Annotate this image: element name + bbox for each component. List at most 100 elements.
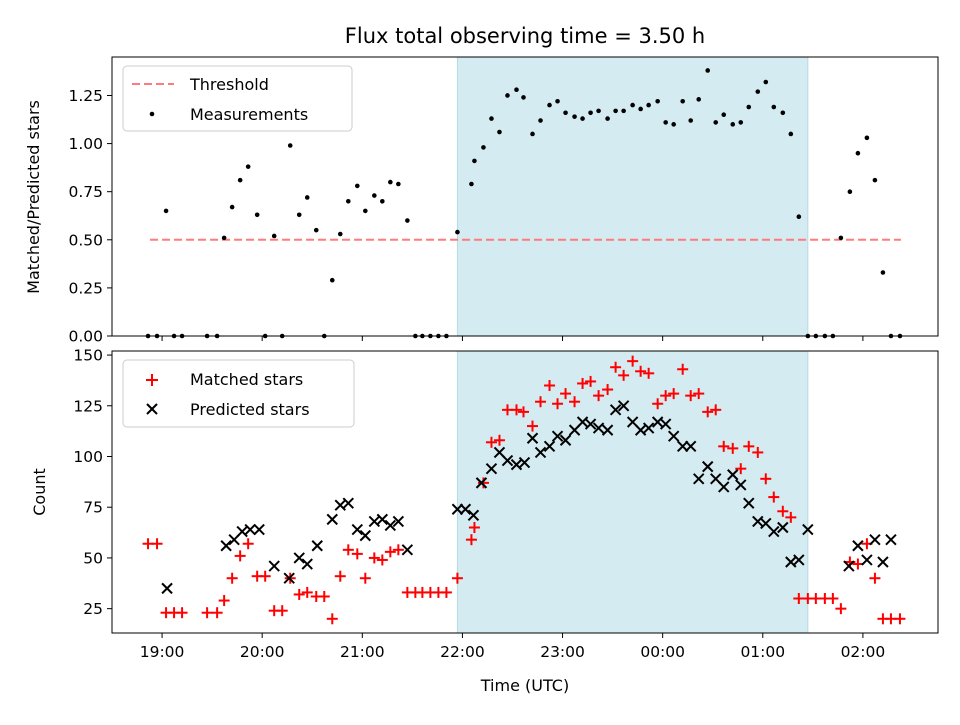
ratio-legend-box: [122, 65, 353, 132]
measurement-point: [713, 120, 719, 125]
x-tick-label: 21:00: [340, 643, 385, 661]
legend-matched-label: Matched stars: [190, 370, 303, 389]
matched-star-point: [627, 355, 639, 367]
measurement-point: [354, 183, 360, 189]
matched-star-point: [211, 607, 223, 619]
predicted-star-point: [518, 456, 531, 469]
matched-star-point: [151, 538, 163, 550]
matched-star-point: [552, 398, 564, 410]
count-panel: 25 50 75 100 125 150 19:00 20:00 21:00 22:00 23:0…: [30, 347, 939, 695]
measurement-point: [530, 131, 535, 137]
measurement-point: [663, 120, 668, 125]
predicted-star-point: [301, 558, 313, 570]
matched-star-point: [835, 603, 847, 615]
matched-star-point: [735, 463, 747, 475]
predicted-star-point: [253, 523, 265, 536]
predicted-star-point: [161, 582, 173, 595]
measurement-point: [864, 135, 870, 141]
measurement-point: [738, 120, 744, 125]
matched-star-point: [293, 588, 305, 600]
matched-star-point: [326, 613, 338, 625]
y-tick-label: 1.25: [68, 87, 103, 105]
matched-star-point: [718, 440, 730, 452]
measurement-point: [838, 235, 844, 241]
matched-star-point: [334, 570, 346, 582]
measurement-point: [363, 208, 368, 214]
measurement-point: [538, 118, 543, 123]
matched-star-point: [359, 572, 371, 584]
measurement-point: [547, 102, 552, 108]
matched-star-point: [218, 595, 230, 607]
measurement-point: [455, 229, 460, 235]
predicted-star-point: [885, 533, 897, 546]
count-legend-box: [122, 359, 355, 428]
measurement-point: [313, 227, 319, 233]
matched-star-point: [451, 572, 463, 584]
predicted-star-point: [601, 424, 614, 436]
count-y-axis-label: Count: [30, 468, 49, 516]
matched-star-point: [660, 390, 672, 402]
predicted-star-point: [283, 572, 295, 584]
matched-star-point: [493, 434, 505, 446]
predicted-star-point: [342, 497, 354, 509]
y-tick-label: 0.25: [68, 279, 103, 297]
measurement-point: [880, 270, 886, 275]
matched-star-point: [593, 390, 605, 402]
matched-star-point: [517, 406, 529, 418]
measurement-point: [763, 79, 769, 85]
matched-star-point: [743, 440, 755, 452]
matched-star-point: [259, 570, 271, 582]
measurement-point: [505, 93, 510, 98]
measurement-point: [514, 87, 519, 93]
predicted-star-point: [777, 521, 789, 534]
measurement-point: [847, 189, 853, 194]
matched-star-point: [785, 511, 797, 523]
matched-star-point: [176, 607, 188, 619]
predicted-star-point: [475, 477, 488, 489]
predicted-star-point: [843, 560, 855, 572]
measurement-point: [472, 158, 477, 164]
measurement-point: [646, 102, 651, 108]
measurement-point: [796, 214, 802, 220]
measurement-point: [630, 102, 635, 108]
matched-star-point: [527, 420, 539, 432]
matched-star-point: [585, 375, 597, 387]
measurement-point: [680, 98, 685, 104]
matched-star-point: [777, 505, 789, 517]
predicted-star-point: [501, 454, 514, 467]
predicted-star-point: [376, 513, 389, 526]
measurement-point: [755, 89, 761, 94]
matched-star-point: [643, 367, 655, 379]
matched-star-point: [685, 390, 697, 402]
matched-star-point: [301, 586, 313, 598]
measurement-point: [396, 181, 401, 187]
predicted-star-point: [659, 418, 672, 430]
measurement-point: [388, 179, 393, 185]
matched-star-point: [392, 544, 404, 556]
measurement-point: [163, 208, 169, 214]
measurement-point: [296, 212, 302, 218]
matched-star-point: [535, 396, 547, 408]
matched-star-point: [384, 546, 396, 558]
measurement-point: [329, 277, 335, 283]
y-tick-label: 50: [83, 549, 103, 567]
predicted-star-point: [693, 473, 705, 485]
predicted-star-point: [592, 422, 605, 434]
predicted-star-point: [551, 430, 564, 442]
predicted-star-point: [467, 509, 480, 522]
matched-star-point: [827, 593, 839, 605]
predicted-star-point: [510, 458, 523, 471]
predicted-star-point: [617, 400, 630, 412]
x-axis-label: Time (UTC): [480, 676, 569, 695]
observing-window-shade-bottom: [457, 351, 808, 633]
measurement-point: [497, 129, 502, 135]
matched-star-point: [577, 377, 589, 389]
predicted-star-point: [793, 554, 805, 566]
predicted-star-point: [334, 499, 346, 511]
legend-measurements-swatch: [149, 111, 155, 117]
measurement-point: [605, 116, 610, 121]
predicted-star-point: [727, 469, 739, 481]
matched-star-point: [485, 436, 497, 448]
x-tick-label: 00:00: [640, 643, 685, 661]
